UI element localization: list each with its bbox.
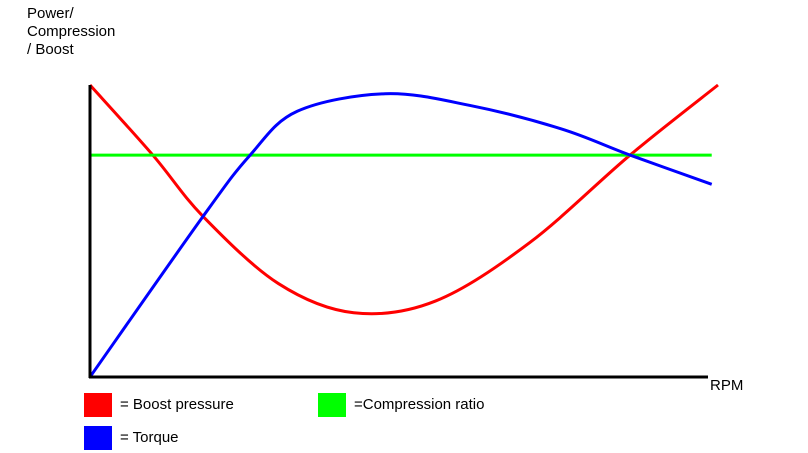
legend-label: =Compression ratio <box>354 396 484 413</box>
legend-swatch <box>84 426 112 450</box>
series-line <box>88 83 719 316</box>
plot-area <box>88 83 719 378</box>
y-axis-label: / Boost <box>27 41 75 58</box>
series-line <box>88 92 713 378</box>
legend-swatch <box>318 393 346 417</box>
legend-label: = Boost pressure <box>120 396 234 413</box>
legend-swatch <box>84 393 112 417</box>
x-axis-label: RPM <box>710 377 743 394</box>
y-axis-label: Power/ <box>27 5 75 22</box>
legend-label: = Torque <box>120 429 179 446</box>
y-axis-label: Compression <box>27 23 115 40</box>
legend: = Boost pressure =Compression ratio = Torq… <box>84 393 484 450</box>
